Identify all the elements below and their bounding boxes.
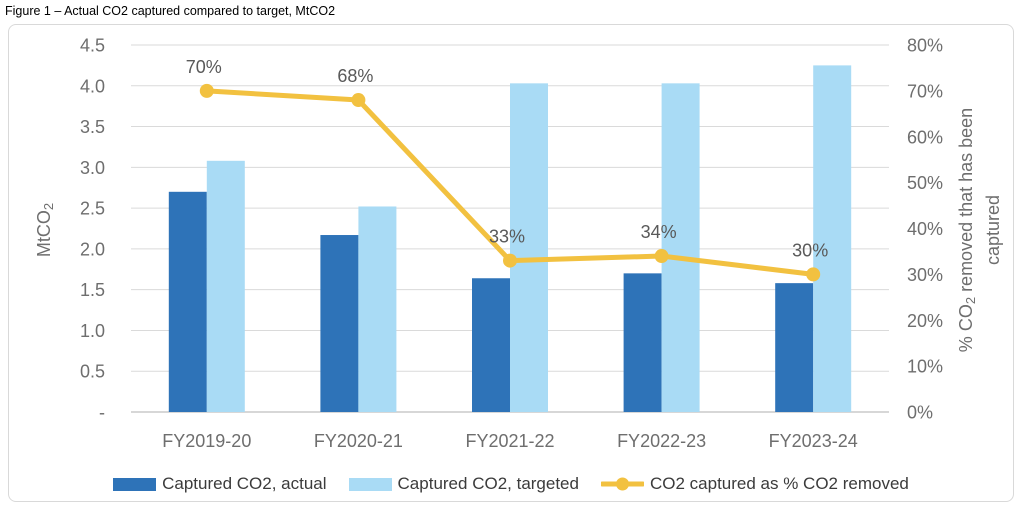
chart-plot-area: 4.5 4.0 3.5 3.0 2.5 2.0 1.5 1.0 0.5 - 80% 70% 60% 50%… xyxy=(34,36,1003,452)
right-axis-tick-label: 70% xyxy=(907,81,943,101)
left-axis-tick-label: 1.0 xyxy=(80,321,105,341)
legend-label-line: CO2 captured as % CO2 removed xyxy=(649,474,909,493)
x-axis-label: FY2019-20 xyxy=(162,431,251,451)
left-axis-tick-label: 4.5 xyxy=(80,36,105,56)
pct-data-label: 30% xyxy=(792,240,828,260)
x-axis-label: FY2023-24 xyxy=(769,431,858,451)
left-axis-tick-label: 2.0 xyxy=(80,239,105,259)
left-axis-tick-label: 4.0 xyxy=(80,76,105,96)
legend-line-marker-icon xyxy=(600,477,644,491)
left-axis-tick-label: 1.5 xyxy=(80,280,105,300)
left-axis-tick-label: 0.5 xyxy=(80,362,105,382)
x-axis-label: FY2021-22 xyxy=(465,431,554,451)
bar-target xyxy=(813,65,852,412)
pct-marker xyxy=(654,249,669,264)
right-axis-tick-label: 20% xyxy=(907,311,943,331)
legend-item-actual: Captured CO2, actual xyxy=(113,474,327,494)
left-axis-tick-label: 3.5 xyxy=(80,117,105,137)
figure-title: Figure 1 – Actual CO2 captured compared … xyxy=(5,4,336,18)
bar-actual xyxy=(623,273,662,412)
bar-target xyxy=(358,206,397,412)
pct-marker xyxy=(806,267,821,282)
bar-actual xyxy=(168,191,207,412)
legend-swatch-targeted-icon xyxy=(348,477,392,491)
bar-actual xyxy=(320,235,359,412)
chart-card: 4.5 4.0 3.5 3.0 2.5 2.0 1.5 1.0 0.5 - 80% 70% 60% 50%… xyxy=(8,24,1014,502)
legend-swatch-actual-icon xyxy=(113,477,157,491)
right-axis-tick-label: 80% xyxy=(907,36,943,56)
line-series: 70% 68% 33% 34% 30% xyxy=(186,57,828,282)
bar-actual xyxy=(775,283,814,412)
bar-target xyxy=(206,160,245,412)
legend-item-targeted: Captured CO2, targeted xyxy=(348,474,579,494)
right-axis-tick-label: 50% xyxy=(907,173,943,193)
pct-marker xyxy=(199,83,214,98)
legend-item-line: CO2 captured as % CO2 removed xyxy=(600,474,909,494)
left-axis-tick-label: - xyxy=(99,403,105,423)
pct-data-label: 68% xyxy=(337,66,373,86)
bar-actual xyxy=(472,278,510,412)
chart-legend: Captured CO2, actual Captured CO2, targe… xyxy=(9,474,1013,494)
right-axis-tick-label: 0% xyxy=(907,403,933,423)
x-axis-label: FY2020-21 xyxy=(314,431,403,451)
pct-data-label: 70% xyxy=(186,57,222,77)
legend-label-targeted: Captured CO2, targeted xyxy=(397,474,579,493)
left-axis-tick-label: 3.0 xyxy=(80,158,105,178)
pct-data-label: 33% xyxy=(489,227,525,247)
x-axis-labels: FY2019-20 FY2020-21 FY2021-22 FY2022-23 FY20… xyxy=(162,431,857,451)
pct-marker xyxy=(351,93,366,108)
right-axis-tick-label: 30% xyxy=(907,265,943,285)
pct-data-label: 34% xyxy=(641,222,677,242)
legend-label-actual: Captured CO2, actual xyxy=(162,474,327,493)
bar-target xyxy=(510,83,548,412)
bar-target xyxy=(661,83,700,412)
right-axis-ticks: 80% 70% 60% 50% 40% 30% 20% 10% 0% xyxy=(907,36,943,423)
left-axis-title: MtCO2 xyxy=(34,203,56,257)
right-axis-tick-label: 60% xyxy=(907,127,943,147)
right-axis-title: % CO2 removed that has been xyxy=(956,108,978,352)
left-axis-tick-label: 2.5 xyxy=(80,199,105,219)
pct-marker xyxy=(503,253,517,268)
right-axis-tick-label: 40% xyxy=(907,219,943,239)
right-axis-tick-label: 10% xyxy=(907,357,943,377)
right-axis-title-line2: captured xyxy=(983,195,1003,265)
x-axis-label: FY2022-23 xyxy=(617,431,706,451)
bar-series xyxy=(168,65,852,412)
